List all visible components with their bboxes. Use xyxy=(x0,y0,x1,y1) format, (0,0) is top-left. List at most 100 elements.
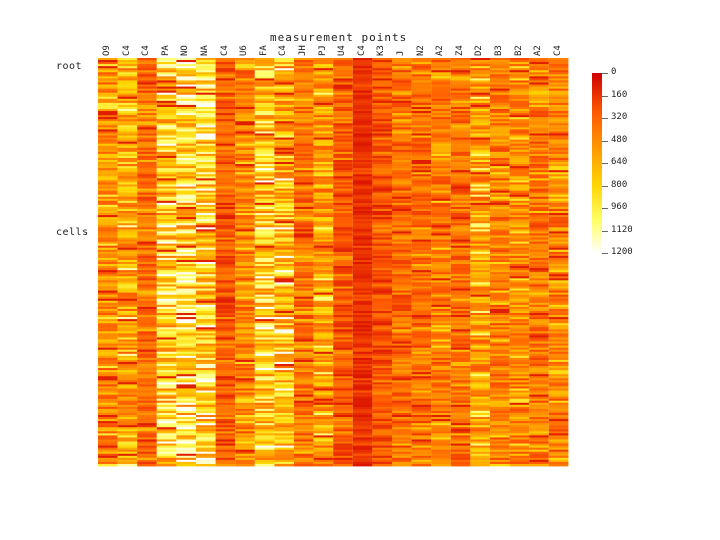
heatmap-cell xyxy=(254,80,275,83)
heatmap-cell xyxy=(431,92,451,96)
heatmap-cell xyxy=(235,109,255,112)
heatmap-cell xyxy=(137,255,157,259)
heatmap-cell xyxy=(313,88,334,92)
heatmap-cell xyxy=(235,245,255,249)
heatmap-cell xyxy=(411,296,432,300)
heatmap-cell xyxy=(196,66,216,69)
heatmap-cell xyxy=(431,123,451,126)
heatmap-cell xyxy=(548,315,569,318)
heatmap-cell xyxy=(294,127,314,130)
heatmap-cell xyxy=(274,290,294,293)
heatmap-cell xyxy=(274,227,294,230)
heatmap-cell xyxy=(431,194,451,198)
heatmap-cell xyxy=(490,380,510,383)
heatmap-cell xyxy=(274,88,294,92)
heatmap-cell xyxy=(215,229,236,232)
heatmap-cell xyxy=(254,394,275,398)
heatmap-cell xyxy=(509,288,530,291)
heatmap-cell xyxy=(372,58,392,61)
heatmap-cell xyxy=(274,196,294,200)
heatmap-cell xyxy=(450,404,471,408)
heatmap-cell xyxy=(98,98,118,102)
heatmap-cell xyxy=(176,76,196,79)
heatmap-cell xyxy=(392,433,412,436)
heatmap-cell xyxy=(372,182,392,185)
heatmap-cell xyxy=(548,229,569,232)
heatmap-cell xyxy=(274,364,294,367)
heatmap-cell xyxy=(137,341,157,344)
heatmap-cell xyxy=(176,155,196,159)
colorbar-tick-label: 160 xyxy=(611,89,628,100)
heatmap-cell xyxy=(529,359,549,363)
heatmap-cell xyxy=(176,213,196,216)
heatmap-cell xyxy=(215,282,236,285)
heatmap-cell xyxy=(509,276,530,279)
heatmap-cell xyxy=(156,366,177,369)
heatmap-cell xyxy=(352,364,373,367)
heatmap-cell xyxy=(509,123,530,126)
heatmap-cell xyxy=(431,121,451,124)
heatmap-cell xyxy=(490,378,510,381)
heatmap-cell xyxy=(372,70,392,73)
heatmap-cell xyxy=(215,133,236,136)
heatmap-cell xyxy=(254,127,275,130)
heatmap-cell xyxy=(372,349,392,353)
heatmap-cell xyxy=(392,384,412,387)
heatmap-cell xyxy=(98,433,118,436)
heatmap-cell xyxy=(313,345,334,349)
heatmap-cell xyxy=(294,439,314,442)
heatmap-cell xyxy=(431,149,451,153)
heatmap-cell xyxy=(352,198,373,202)
heatmap-cell xyxy=(117,437,138,440)
heatmap-cell xyxy=(333,406,353,410)
heatmap-cell xyxy=(98,188,118,191)
heatmap-cell xyxy=(117,151,138,155)
heatmap-cell xyxy=(411,106,432,110)
heatmap-cell xyxy=(274,398,294,402)
heatmap-cell xyxy=(254,72,275,75)
heatmap-cell xyxy=(529,449,549,453)
heatmap-cell xyxy=(352,321,373,324)
heatmap-cell xyxy=(98,100,118,104)
heatmap-cell xyxy=(548,88,569,92)
heatmap-cell xyxy=(196,135,216,138)
heatmap-cell xyxy=(98,121,118,124)
heatmap-cell xyxy=(196,149,216,153)
heatmap-cell xyxy=(196,331,216,334)
heatmap-cell xyxy=(274,243,294,247)
heatmap-cell xyxy=(392,147,412,151)
heatmap-cell xyxy=(196,364,216,367)
heatmap-cell xyxy=(313,319,334,322)
heatmap-cell xyxy=(470,433,490,436)
heatmap-cell xyxy=(235,217,255,220)
heatmap-cell xyxy=(156,115,177,118)
heatmap-cell xyxy=(470,280,490,283)
heatmap-cell xyxy=(411,137,432,140)
heatmap-cell xyxy=(411,437,432,440)
heatmap-cell xyxy=(548,408,569,412)
heatmap-cell xyxy=(450,115,471,118)
heatmap-cell xyxy=(156,170,177,173)
heatmap-cell xyxy=(196,133,216,136)
heatmap-cell xyxy=(548,341,569,344)
heatmap-cell xyxy=(235,272,255,275)
heatmap-cell xyxy=(274,341,294,344)
heatmap-cell xyxy=(196,457,216,461)
heatmap-cell xyxy=(333,217,353,220)
heatmap-cell xyxy=(156,457,177,461)
heatmap-cell xyxy=(98,84,118,87)
heatmap-cell xyxy=(450,147,471,151)
heatmap-cell xyxy=(254,247,275,251)
heatmap-cell xyxy=(529,58,549,61)
heatmap-cell xyxy=(117,243,138,247)
heatmap-cell xyxy=(294,300,314,304)
heatmap-cell xyxy=(392,341,412,344)
heatmap-cell xyxy=(352,153,373,157)
heatmap-cell xyxy=(254,119,275,122)
heatmap-cell xyxy=(294,302,314,306)
heatmap-cell xyxy=(431,188,451,191)
heatmap-cell xyxy=(411,282,432,285)
heatmap-cell xyxy=(490,106,510,110)
heatmap-cell xyxy=(450,137,471,140)
heatmap-cell xyxy=(411,461,432,465)
